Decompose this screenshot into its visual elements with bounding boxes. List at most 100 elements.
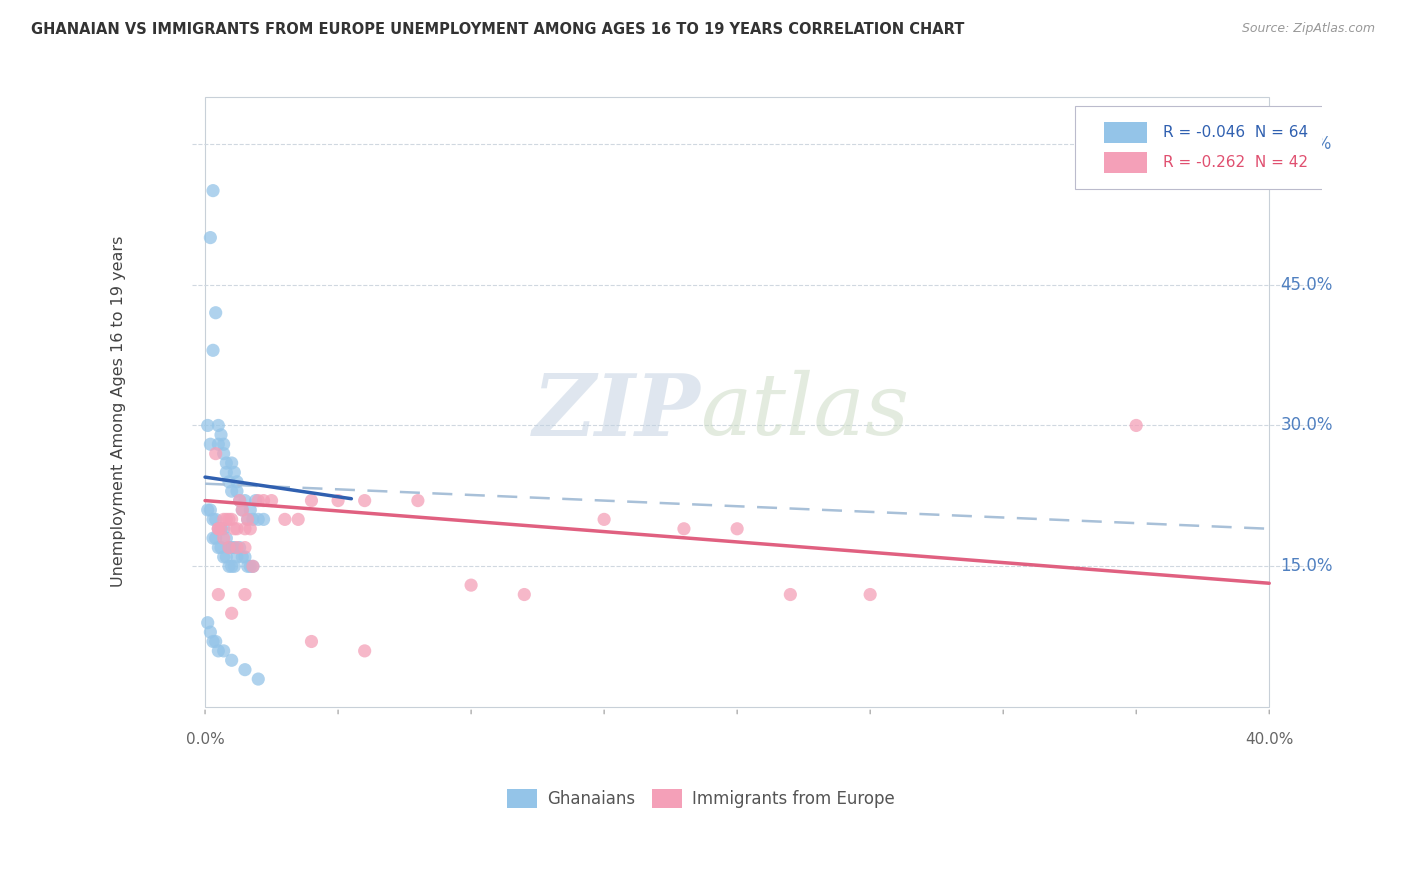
Point (207, 418, 229, 433)
Point (200, 230, 222, 244)
Point (207, 522, 229, 536)
Point (593, 512, 616, 526)
Point (245, 493, 267, 508)
FancyBboxPatch shape (1076, 106, 1406, 189)
Text: ZIP: ZIP (533, 369, 700, 453)
Text: Unemployment Among Ages 16 to 19 years: Unemployment Among Ages 16 to 19 years (111, 235, 125, 587)
Bar (205, 96, 1270, 707)
Point (228, 493, 250, 508)
Point (197, 503, 219, 517)
Text: 45.0%: 45.0% (1281, 276, 1333, 293)
Point (233, 522, 256, 536)
Point (301, 493, 323, 508)
Point (326, 493, 349, 508)
Point (204, 306, 226, 320)
Point (212, 437, 235, 451)
Point (212, 549, 235, 564)
Point (224, 466, 246, 480)
Point (200, 503, 222, 517)
Point (200, 625, 222, 640)
Point (218, 512, 240, 526)
Point (200, 437, 222, 451)
Point (221, 484, 243, 499)
Point (202, 634, 225, 648)
Point (228, 541, 250, 555)
Point (226, 549, 249, 564)
Point (209, 522, 232, 536)
Text: R = -0.262  N = 42: R = -0.262 N = 42 (1163, 155, 1308, 170)
Point (233, 549, 256, 564)
Point (218, 541, 240, 555)
Point (202, 343, 225, 358)
Bar (1104, 122, 1147, 143)
Point (231, 549, 253, 564)
Point (353, 493, 375, 508)
Point (212, 447, 235, 461)
Point (274, 512, 297, 526)
Point (233, 588, 256, 602)
Point (221, 541, 243, 555)
Point (218, 541, 240, 555)
Point (207, 541, 229, 555)
Point (260, 493, 283, 508)
Point (202, 531, 225, 545)
Point (207, 644, 229, 658)
Point (197, 615, 219, 630)
Point (247, 672, 270, 686)
Point (236, 512, 259, 526)
Text: GHANAIAN VS IMMIGRANTS FROM EUROPE UNEMPLOYMENT AMONG AGES 16 TO 19 YEARS CORREL: GHANAIAN VS IMMIGRANTS FROM EUROPE UNEMP… (31, 22, 965, 37)
Text: 0.0%: 0.0% (186, 732, 225, 747)
Point (252, 493, 274, 508)
Point (215, 456, 238, 470)
Point (204, 531, 226, 545)
Text: 60.0%: 60.0% (1281, 135, 1333, 153)
Point (204, 447, 226, 461)
Point (228, 493, 250, 508)
Point (215, 512, 238, 526)
Point (212, 522, 235, 536)
Point (224, 541, 246, 555)
Point (221, 653, 243, 667)
Point (247, 512, 270, 526)
Point (212, 531, 235, 545)
Point (513, 588, 536, 602)
Point (287, 512, 309, 526)
Point (236, 512, 259, 526)
Point (226, 522, 249, 536)
Point (197, 418, 219, 433)
Point (207, 588, 229, 602)
Point (207, 437, 229, 451)
Point (233, 541, 256, 555)
Point (221, 607, 243, 621)
Point (672, 522, 695, 536)
Point (239, 522, 262, 536)
Point (215, 531, 238, 545)
Point (209, 427, 232, 442)
Text: 15.0%: 15.0% (1281, 558, 1333, 575)
Point (231, 503, 253, 517)
Text: 30.0%: 30.0% (1281, 417, 1333, 434)
Point (460, 578, 482, 592)
Point (204, 634, 226, 648)
Text: R = -0.046  N = 64: R = -0.046 N = 64 (1163, 125, 1308, 140)
Point (212, 512, 235, 526)
Point (1125, 418, 1147, 433)
Point (226, 475, 249, 489)
Point (236, 559, 259, 574)
Point (233, 493, 256, 508)
Point (239, 559, 262, 574)
Point (353, 644, 375, 658)
Point (207, 522, 229, 536)
Point (221, 512, 243, 526)
Point (226, 484, 249, 499)
Point (233, 663, 256, 677)
Point (215, 466, 238, 480)
Point (218, 559, 240, 574)
Point (209, 541, 232, 555)
Text: atlas: atlas (700, 370, 910, 453)
Point (779, 588, 801, 602)
Point (252, 512, 274, 526)
Point (301, 634, 323, 648)
Point (221, 559, 243, 574)
Point (209, 522, 232, 536)
